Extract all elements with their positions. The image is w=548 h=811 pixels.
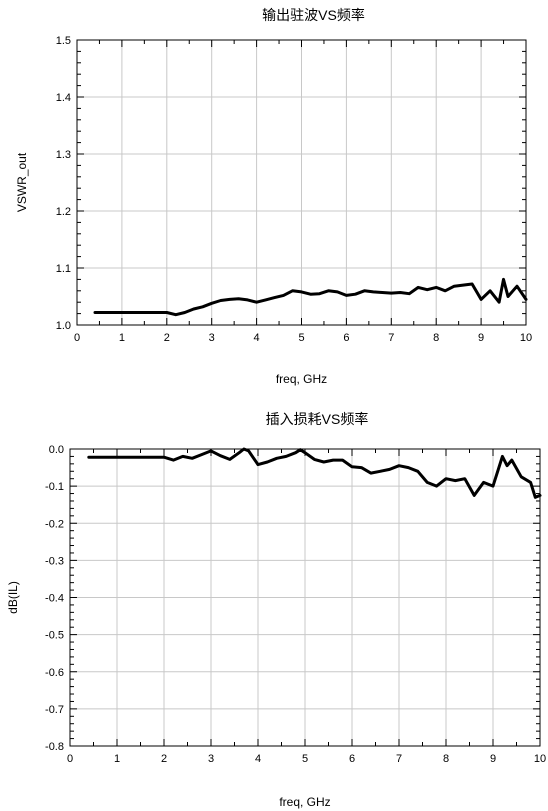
x-tick-label: 10 <box>520 332 532 344</box>
chart-1: 输出驻波VS频率 0 1 2 3 4 5 6 7 8 9 10 1.0 1.1 1.2 1.3 1.4 1.5 fr… <box>15 7 532 386</box>
series-line <box>93 277 528 317</box>
x-tick-label: 0 <box>74 332 80 344</box>
x-tick-label: 0 <box>67 753 73 765</box>
x-tick-label: 6 <box>349 753 355 765</box>
y-tick-label: -0.2 <box>45 518 64 530</box>
y-tick-label: 1.3 <box>56 149 71 161</box>
x-tick-label: 3 <box>209 332 215 344</box>
chart-title: 插入损耗VS频率 <box>266 411 369 427</box>
x-tick-label: 2 <box>164 332 170 344</box>
y-tick-label: 1.4 <box>56 92 71 104</box>
chart-2: 插入损耗VS频率 0 1 2 3 4 5 6 7 8 9 10 0.0 -0.1 -0.2 -0.3 -0.4 -… <box>6 411 546 809</box>
x-tick-label: 7 <box>388 332 394 344</box>
x-tick-label: 10 <box>534 753 546 765</box>
x-tick-label: 2 <box>161 753 167 765</box>
x-axis-label: freq, GHz <box>279 795 330 809</box>
x-tick-label: 6 <box>343 332 349 344</box>
y-tick-label: -0.3 <box>45 555 64 567</box>
series-line <box>87 447 542 499</box>
x-tick-label: 1 <box>119 332 125 344</box>
x-tick-label: 9 <box>490 753 496 765</box>
y-tick-label: -0.6 <box>45 667 64 679</box>
x-tick-label: 9 <box>478 332 484 344</box>
chart-title: 输出驻波VS频率 <box>262 7 365 23</box>
y-tick-label: 1.5 <box>56 35 71 47</box>
x-tick-label: 5 <box>302 753 308 765</box>
y-tick-label: 1.0 <box>56 320 71 332</box>
y-tick-label: -0.8 <box>45 741 64 753</box>
y-tick-label: -0.5 <box>45 630 64 642</box>
x-tick-label: 8 <box>443 753 449 765</box>
x-tick-label: 4 <box>254 332 260 344</box>
y-tick-label: 0.0 <box>49 444 64 456</box>
x-tick-label: 1 <box>114 753 120 765</box>
x-tick-label: 4 <box>255 753 261 765</box>
x-tick-label: 7 <box>396 753 402 765</box>
x-tick-label: 3 <box>208 753 214 765</box>
y-axis-label: VSWR_out <box>15 152 29 212</box>
y-tick-label: 1.2 <box>56 206 71 218</box>
x-tick-label: 5 <box>298 332 304 344</box>
y-tick-label: -0.4 <box>45 593 64 605</box>
x-tick-label: 8 <box>433 332 439 344</box>
y-tick-label: -0.1 <box>45 481 64 493</box>
y-tick-label: 1.1 <box>56 263 71 275</box>
y-axis-label: dB(IL) <box>6 581 20 614</box>
x-axis-label: freq, GHz <box>276 372 327 386</box>
y-tick-label: -0.7 <box>45 704 64 716</box>
